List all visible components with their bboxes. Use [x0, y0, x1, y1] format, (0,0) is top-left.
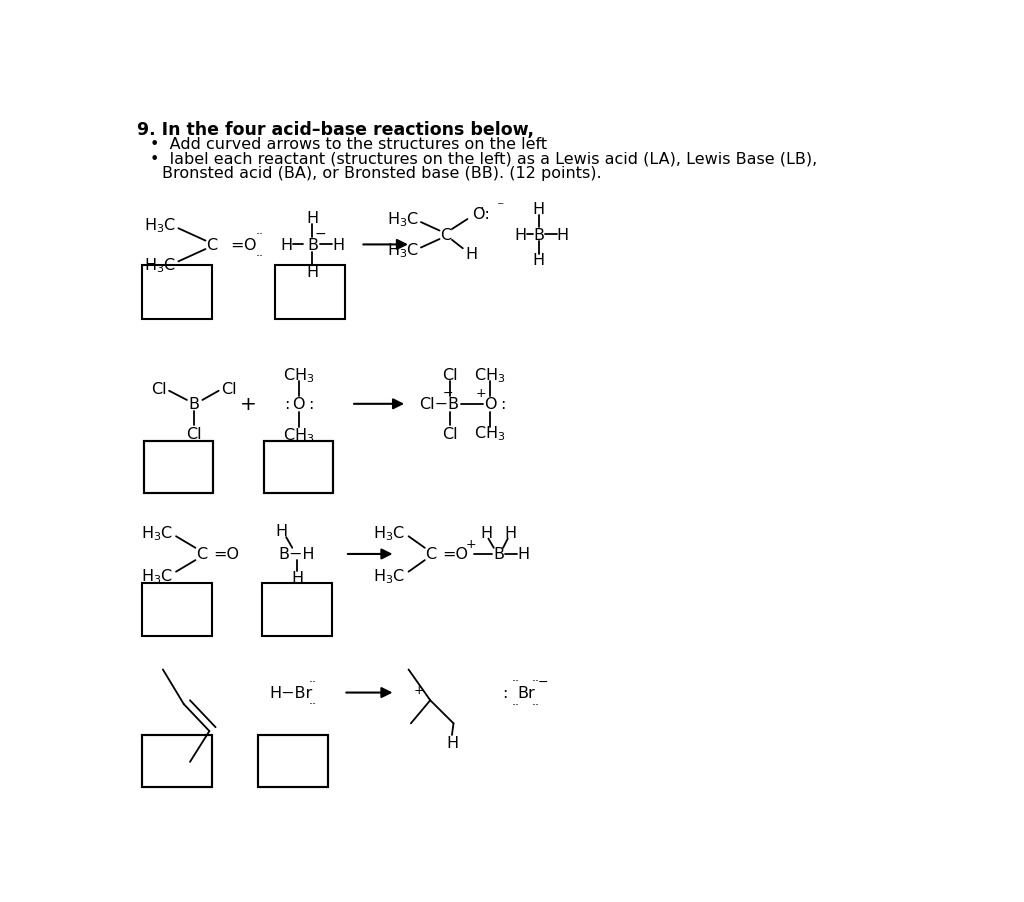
Text: ··: ·· [531, 675, 540, 687]
Text: H: H [515, 227, 527, 243]
Text: Bronsted acid (BA), or Bronsted base (BB). (12 points).: Bronsted acid (BA), or Bronsted base (BB… [162, 166, 602, 181]
Text: H: H [505, 525, 517, 540]
Text: +: + [240, 395, 257, 414]
Bar [142, 266, 212, 319]
Text: 9. In the four acid–base reactions below,: 9. In the four acid–base reactions below… [137, 121, 535, 139]
Text: H: H [532, 202, 545, 217]
Text: CH$_3$: CH$_3$ [283, 426, 314, 445]
Text: Cl: Cl [186, 426, 202, 441]
Bar [258, 735, 328, 787]
Text: ··: ·· [531, 698, 540, 711]
Text: H$_3$C: H$_3$C [386, 241, 419, 260]
Text: H: H [306, 211, 318, 226]
Text: H$_3$C: H$_3$C [386, 210, 419, 229]
Text: −: − [539, 676, 549, 688]
Text: H$_3$C: H$_3$C [374, 566, 406, 585]
Text: Cl: Cl [221, 382, 237, 397]
Text: =: = [229, 237, 244, 253]
Text: =O: =O [442, 547, 468, 562]
Text: C: C [440, 227, 452, 243]
Text: ⁻: ⁻ [497, 199, 504, 214]
Text: ··: ·· [308, 697, 316, 710]
Text: H: H [291, 570, 303, 584]
Text: B: B [534, 227, 544, 243]
Text: :: : [284, 397, 289, 412]
Text: ··: ·· [308, 676, 316, 688]
Text: C: C [196, 547, 207, 562]
Text: +: + [465, 537, 476, 550]
Text: H$_3$C: H$_3$C [144, 256, 176, 274]
Text: :: : [503, 686, 508, 700]
Text: =O: =O [213, 547, 240, 562]
Text: −: − [314, 226, 326, 241]
Text: C: C [206, 237, 217, 253]
Text: O: O [292, 397, 305, 412]
Text: CH$_3$: CH$_3$ [474, 424, 506, 443]
Text: H$_3$C: H$_3$C [141, 566, 173, 585]
Text: •  Add curved arrows to the structures on the left: • Add curved arrows to the structures on… [150, 137, 547, 152]
Bar [142, 735, 212, 787]
Text: Cl: Cl [152, 382, 167, 397]
Text: H$_3$C: H$_3$C [141, 523, 173, 542]
Text: ··: ·· [256, 228, 264, 241]
Text: H: H [532, 253, 545, 268]
Text: +: + [475, 386, 486, 400]
Text: −: − [442, 386, 454, 400]
Text: H: H [275, 524, 288, 538]
Text: ··: ·· [512, 698, 519, 711]
Text: Ö:: Ö: [472, 207, 489, 222]
Text: H: H [465, 247, 477, 262]
Text: Br: Br [518, 686, 536, 700]
Bar [142, 584, 212, 636]
Bar [143, 441, 213, 493]
Text: CH$_3$: CH$_3$ [474, 366, 506, 384]
Text: •  label each reactant (structures on the left) as a Lewis acid (LA), Lewis Base: • label each reactant (structures on the… [150, 152, 817, 166]
Text: :: : [308, 397, 313, 412]
Text: B: B [188, 397, 200, 412]
Text: O: O [483, 397, 497, 412]
Text: H: H [281, 237, 293, 253]
Text: B: B [493, 547, 504, 562]
Text: H: H [557, 227, 569, 243]
Text: ··: ·· [256, 250, 264, 262]
Text: Cl: Cl [441, 426, 458, 441]
Bar [275, 266, 345, 319]
Bar [262, 584, 332, 636]
Text: H: H [332, 237, 344, 253]
Bar [143, 441, 213, 493]
Text: H: H [445, 735, 458, 750]
Text: CH$_3$: CH$_3$ [283, 366, 314, 384]
Text: +: + [414, 683, 424, 696]
Text: B: B [307, 237, 317, 253]
Text: C: C [425, 547, 436, 562]
Bar [258, 735, 328, 787]
Text: H$_3$C: H$_3$C [144, 216, 176, 235]
Text: ··: ·· [512, 675, 519, 687]
Text: O: O [243, 237, 255, 253]
Text: H$_3$C: H$_3$C [374, 523, 406, 542]
Text: Cl−B: Cl−B [419, 397, 459, 412]
Bar [142, 735, 212, 787]
Text: Cl: Cl [441, 368, 458, 382]
Text: :: : [500, 397, 506, 412]
Text: H−Br: H−Br [269, 686, 312, 700]
Bar [263, 441, 334, 493]
Bar [263, 441, 334, 493]
Text: H: H [480, 525, 493, 540]
Text: H: H [517, 547, 529, 562]
Text: B−H: B−H [279, 547, 315, 562]
Text: H: H [306, 264, 318, 280]
